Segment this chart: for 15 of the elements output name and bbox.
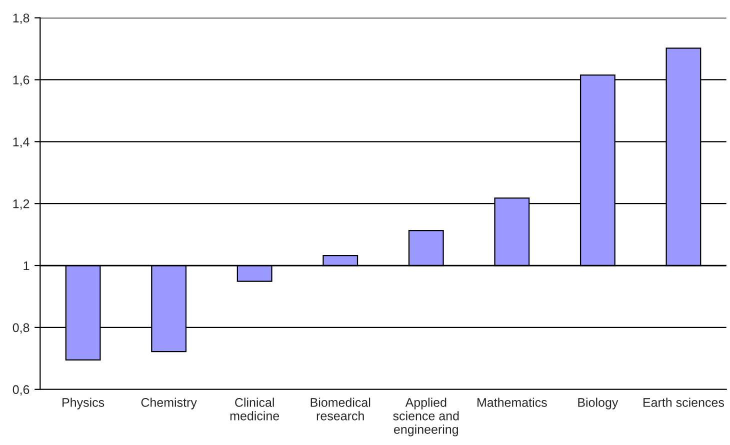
x-tick-label: Applied science and engineering [393,398,459,436]
x-tick-label: Physics [62,398,104,410]
x-tick-label: Earth sciences [644,398,724,407]
x-tick-label: Biomedical research [310,398,370,420]
x-tick-label: Clinical medicine [230,398,280,420]
y-tick-label: 0,8 [12,323,30,334]
y-tick-label: 1 [24,261,30,270]
x-tick-label: Mathematics [478,398,547,407]
y-tick-label: 1,4 [13,138,30,148]
y-tick-label: 1,6 [13,76,30,86]
y-tick-label: 1,8 [13,14,30,24]
y-tick-label: 1,2 [13,199,30,210]
y-tick-label: 0,6 [12,385,30,396]
x-tick-label: Biology [578,398,618,410]
x-tick-label: Chemistry [141,398,197,410]
